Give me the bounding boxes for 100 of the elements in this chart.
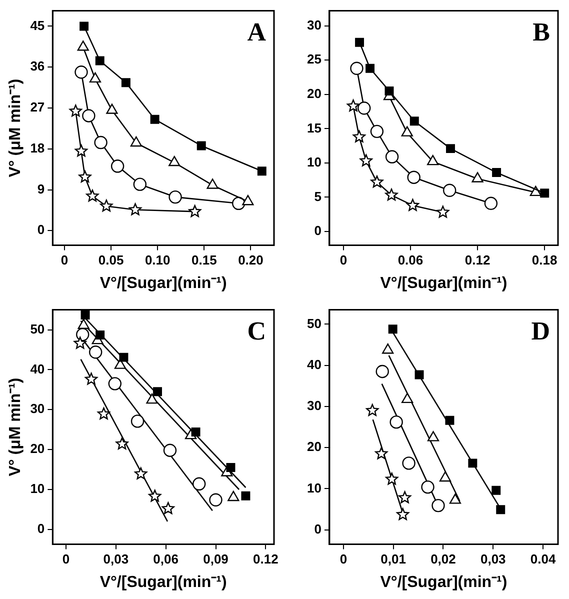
y-tick-label: 10: [306, 480, 322, 496]
y-tick-label: 10: [306, 154, 322, 170]
point: [121, 78, 130, 88]
y-tick-label: 0: [37, 222, 45, 238]
point: [128, 203, 142, 216]
point: [436, 206, 450, 218]
point: [77, 40, 89, 51]
point: [146, 393, 158, 404]
y-tick-label: 50: [306, 316, 322, 331]
point: [114, 358, 126, 369]
point: [540, 188, 550, 198]
x-tick-label: 0: [340, 252, 348, 268]
point: [370, 176, 384, 188]
point: [74, 144, 88, 157]
point: [388, 324, 398, 334]
point: [209, 493, 222, 506]
point: [396, 508, 410, 520]
y-tick-label: 0: [314, 223, 322, 238]
x-tick-label: 0.06: [398, 252, 424, 268]
y-tick-label: 5: [314, 188, 322, 204]
y-tick-label: 20: [306, 439, 322, 454]
y-tick-label: 50: [30, 321, 45, 336]
point: [196, 141, 206, 150]
x-tick-label: 0.04: [530, 552, 556, 567]
point: [78, 318, 90, 329]
point: [386, 472, 398, 485]
point: [168, 190, 182, 204]
point: [484, 196, 498, 210]
point: [192, 477, 206, 491]
point: [80, 310, 90, 320]
x-tick-label: 0,09: [203, 552, 228, 567]
y-tick-label: 40: [306, 356, 322, 372]
point: [241, 491, 250, 500]
point: [226, 463, 236, 472]
point: [427, 431, 440, 442]
x-tick-label: 0.10: [144, 252, 170, 268]
annotation: C: [247, 316, 266, 346]
point: [133, 178, 147, 191]
point: [119, 352, 128, 362]
point: [95, 56, 104, 66]
point: [74, 336, 86, 349]
y-tick-label: 27: [30, 100, 45, 115]
point: [385, 188, 398, 201]
point: [69, 104, 82, 117]
point: [96, 330, 105, 340]
point: [206, 178, 218, 189]
point: [432, 498, 445, 512]
point: [106, 104, 118, 114]
point: [242, 194, 254, 206]
point: [382, 344, 394, 354]
y-tick-label: 9: [37, 181, 45, 196]
point: [496, 505, 506, 514]
point: [86, 190, 99, 202]
point: [134, 467, 148, 480]
x-axis-title: V°/[Sugar](min⁻¹): [100, 274, 227, 292]
point: [385, 150, 399, 164]
point: [130, 414, 144, 428]
point: [414, 370, 424, 380]
y-tick-label: 30: [306, 17, 322, 32]
x-tick-label: 0.18: [532, 252, 558, 268]
point: [401, 126, 413, 136]
x-tick-label: 0: [62, 552, 70, 567]
point: [150, 114, 160, 124]
x-tick-label: 0,02: [430, 552, 456, 567]
y-tick-label: 20: [30, 441, 45, 456]
point: [191, 428, 200, 436]
point: [442, 184, 456, 197]
x-tick-label: 0,01: [380, 552, 406, 567]
y-tick-label: 25: [306, 52, 322, 67]
point: [163, 444, 177, 457]
point: [228, 490, 240, 502]
x-axis-title: V°/[Sugar](min⁻¹): [380, 574, 508, 591]
point: [97, 407, 110, 420]
point: [153, 387, 162, 396]
point: [376, 364, 389, 378]
point: [82, 109, 96, 122]
point: [110, 160, 124, 173]
point: [188, 204, 202, 218]
y-tick-label: 30: [30, 401, 45, 416]
x-axis-title: V°/[Sugar](min⁻¹): [380, 274, 508, 292]
point: [445, 416, 454, 425]
point: [407, 170, 420, 184]
point: [355, 38, 364, 47]
point: [350, 62, 364, 75]
point: [168, 156, 180, 166]
x-tick-label: 0.05: [98, 252, 124, 268]
point: [402, 456, 416, 470]
y-tick-label: 30: [306, 398, 322, 414]
point: [94, 136, 108, 150]
point: [492, 486, 501, 495]
point: [370, 124, 384, 138]
point: [116, 437, 128, 450]
point: [148, 490, 162, 502]
x-tick-label: 0.12: [464, 252, 490, 268]
point: [446, 144, 455, 154]
point: [427, 154, 439, 166]
y-tick-label: 18: [30, 140, 45, 156]
point: [257, 166, 266, 176]
point: [84, 372, 98, 385]
annotation: B: [532, 18, 550, 47]
